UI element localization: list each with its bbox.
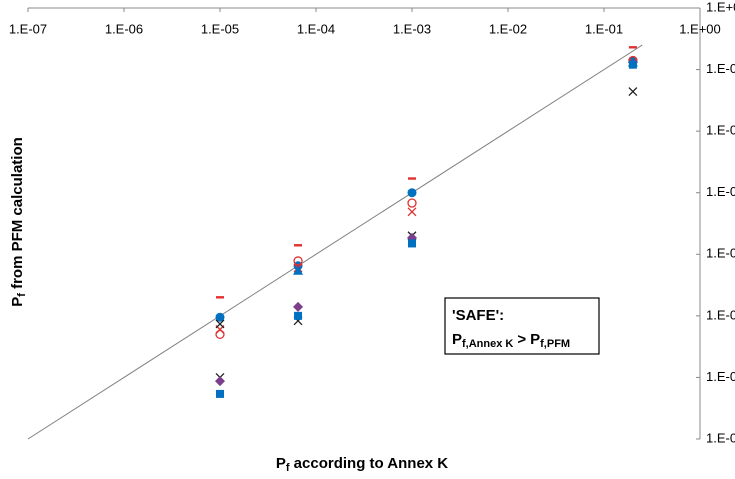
x-tick-label: 1.E-07 <box>9 21 47 36</box>
annotation-lhs: P <box>452 331 462 348</box>
marker-x <box>407 207 417 217</box>
annotation-text: Pf,Annex K > Pf,PFM <box>452 331 570 350</box>
y-tick-label: 1.E-04 <box>706 246 735 261</box>
marker-square <box>216 389 224 398</box>
marker-open-circle <box>293 256 303 266</box>
marker-circle <box>215 312 225 322</box>
x-axis-label: Pf according to Annex K <box>276 455 448 474</box>
y-tick-label: 1.E-06 <box>706 369 735 384</box>
marker-dash <box>628 46 637 49</box>
annotation-rhs: P <box>530 331 540 348</box>
marker-square <box>294 311 303 320</box>
y-tick-label: 1.E+00 <box>706 0 735 14</box>
marker-dash <box>216 296 224 299</box>
x-label-sub: f <box>286 462 290 474</box>
marker-dash <box>408 177 416 180</box>
x-tick-label: 1.E-01 <box>585 21 623 36</box>
marker-square <box>408 239 416 248</box>
marker-diamond <box>215 376 225 387</box>
y-label-main: P <box>9 297 26 307</box>
y-tick-label: 1.E-07 <box>706 430 735 445</box>
y-tick-label: 1.E-03 <box>706 184 735 199</box>
x-tick-label: 1.E-05 <box>201 21 239 36</box>
reference-line <box>27 44 643 440</box>
x-tick-label: 1.E+00 <box>679 21 721 36</box>
x-label-rest: according to Annex K <box>290 455 449 472</box>
y-label-sub: f <box>16 293 28 297</box>
marker-x <box>215 319 225 329</box>
y-tick-label: 1.E-02 <box>706 123 735 138</box>
annotation-box <box>444 297 600 355</box>
x-label-main: P <box>276 455 286 472</box>
marker-dash <box>294 244 303 247</box>
x-tick-label: 1.E-06 <box>105 21 143 36</box>
x-tick-label: 1.E-02 <box>489 21 527 36</box>
marker-diamond <box>293 301 304 312</box>
marker-x <box>628 87 638 96</box>
y-axis-label: Pf from PFM calculation <box>9 137 28 307</box>
x-tick-label: 1.E-04 <box>297 21 335 36</box>
annotation-lhs-sub: f,Annex K <box>462 338 513 350</box>
x-tick-label: 1.E-03 <box>393 21 431 36</box>
y-tick-label: 1.E-01 <box>706 61 735 76</box>
marker-circle <box>407 188 417 198</box>
annotation-op: > <box>517 331 526 348</box>
y-label-rest: from PFM calculation <box>9 137 26 293</box>
marker-triangle <box>627 57 638 67</box>
annotation-rhs-sub: f,PFM <box>540 338 570 350</box>
plot-area: 1.E-07 1.E-06 1.E-05 1.E-04 1.E-03 1.E-02 1.E-… <box>9 0 735 445</box>
marker-open-circle <box>407 198 417 208</box>
y-tick-label: 1.E-05 <box>706 307 735 322</box>
annotation-title: 'SAFE': <box>452 307 504 324</box>
marker-triangle <box>293 265 304 275</box>
